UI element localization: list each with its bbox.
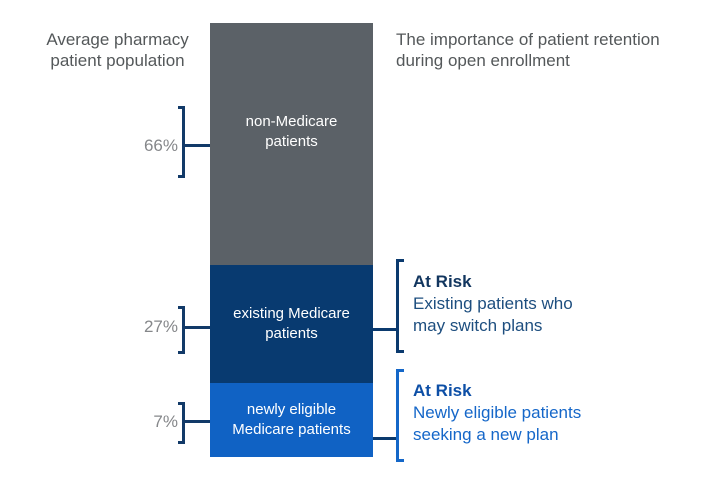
- bracket-non-medicare: [178, 106, 185, 178]
- chart-title-right: The importance of patient retention duri…: [396, 30, 660, 70]
- annotation-body: Newly eligible patients seeking a new pl…: [413, 403, 582, 444]
- bar-segment-newly-eligible: newly eligible Medicare patients: [210, 383, 373, 457]
- bracket-connector-at-risk-existing: [373, 328, 396, 331]
- annotation-at-risk-existing: At Risk Existing patients who may switch…: [413, 271, 595, 337]
- bracket-existing-medicare: [178, 306, 185, 354]
- bar-segment-non-medicare: non-Medicare patients: [210, 23, 373, 265]
- bracket-connector-newly-eligible: [185, 420, 210, 423]
- segment-label-non-medicare: non-Medicare patients: [245, 113, 338, 150]
- annotation-heading: At Risk: [413, 272, 472, 291]
- segment-label-newly-eligible: newly eligible Medicare patients: [232, 401, 351, 438]
- annotation-heading: At Risk: [413, 381, 472, 400]
- bracket-connector-at-risk-new: [373, 437, 396, 440]
- annotation-body: Existing patients who may switch plans: [413, 294, 573, 335]
- segment-label-existing-medicare: existing Medicare patients: [233, 305, 350, 342]
- bracket-connector-non-medicare: [185, 144, 210, 147]
- chart-title-left: Average pharmacy patient population: [46, 30, 189, 70]
- stacked-bar: non-Medicare patients existing Medicare …: [210, 23, 373, 457]
- bracket-connector-existing-medicare: [185, 326, 210, 329]
- bar-segment-existing-medicare: existing Medicare patients: [210, 265, 373, 383]
- annotation-at-risk-new: At Risk Newly eligible patients seeking …: [413, 380, 613, 446]
- value-label-66: 66%: [143, 136, 178, 155]
- bracket-newly-eligible: [178, 402, 185, 444]
- bracket-at-risk-new: [396, 369, 404, 462]
- value-label-7: 7%: [153, 412, 178, 431]
- value-label-27: 27%: [143, 317, 178, 336]
- bracket-at-risk-existing: [396, 259, 404, 353]
